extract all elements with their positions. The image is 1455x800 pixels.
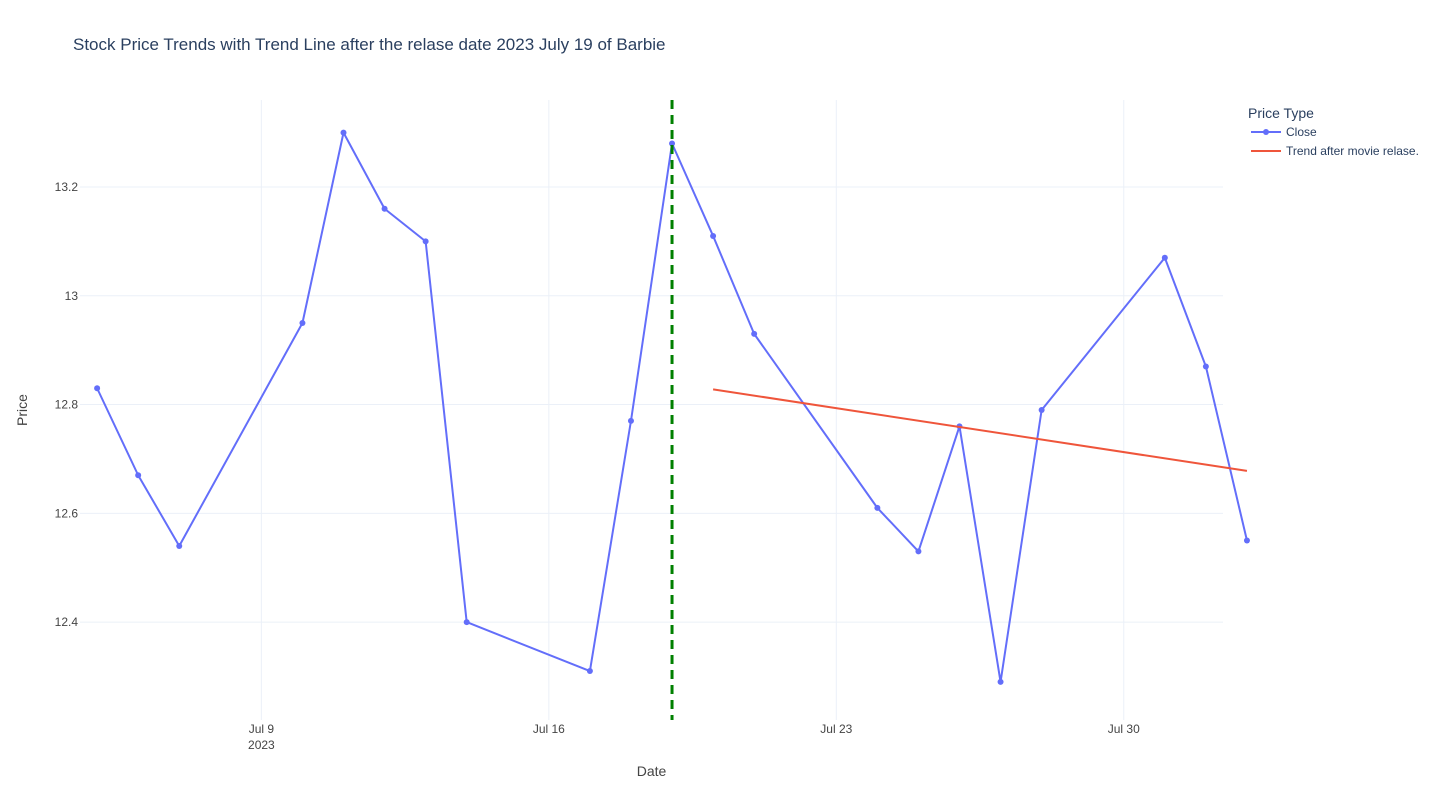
legend: Price Type Close Trend after movie relas… (1248, 105, 1419, 158)
series-close-point (381, 205, 388, 212)
x-tick-label: Jul 16 (533, 722, 565, 736)
series-close-point (422, 238, 429, 245)
series-close-point (176, 542, 183, 549)
x-tick-sublabel: 2023 (248, 738, 275, 752)
legend-label-trend: Trend after movie relase. (1286, 144, 1419, 158)
series-close-point (1202, 363, 1209, 370)
legend-item-close[interactable]: Close (1251, 125, 1317, 139)
series-close-point (751, 330, 758, 337)
y-tick-label: 12.8 (55, 398, 79, 412)
chart-title: Stock Price Trends with Trend Line after… (73, 35, 666, 54)
legend-swatch-close-marker (1263, 129, 1269, 135)
series-close-point (135, 472, 142, 479)
y-axis-ticks: 12.4 12.6 12.8 13 13.2 (55, 180, 79, 629)
series-close-point (997, 678, 1004, 685)
y-tick-label: 12.6 (55, 506, 79, 520)
legend-label-close: Close (1286, 125, 1317, 139)
series-close-point (1161, 254, 1168, 261)
series-close-point (915, 548, 922, 555)
y-tick-label: 13.2 (55, 180, 79, 194)
x-tick-label: Jul 9 (249, 722, 275, 736)
y-tick-label: 12.4 (55, 615, 79, 629)
series-close-point (1038, 407, 1045, 413)
gridlines (80, 100, 1223, 720)
legend-item-trend[interactable]: Trend after movie relase. (1251, 144, 1419, 158)
series-close-point (299, 319, 306, 326)
x-tick-label: Jul 23 (820, 722, 852, 736)
series-close-point (1243, 537, 1250, 544)
series-trend-line (712, 388, 1248, 472)
y-tick-label: 13 (65, 289, 79, 303)
series-close-point (627, 417, 634, 424)
series-close-point (340, 129, 347, 136)
series-close-point (874, 504, 881, 511)
y-axis-title: Price (14, 394, 30, 426)
series-close-point (586, 668, 593, 675)
x-axis-title: Date (637, 763, 667, 779)
x-tick-label: Jul 30 (1108, 722, 1140, 736)
series-close-point (463, 619, 470, 626)
legend-title: Price Type (1248, 105, 1314, 121)
plot-series (94, 129, 1250, 685)
series-close-point (94, 385, 101, 392)
x-axis-ticks: Jul 9 2023 Jul 16 Jul 23 Jul 30 (248, 722, 1140, 752)
series-close-point (710, 232, 717, 239)
